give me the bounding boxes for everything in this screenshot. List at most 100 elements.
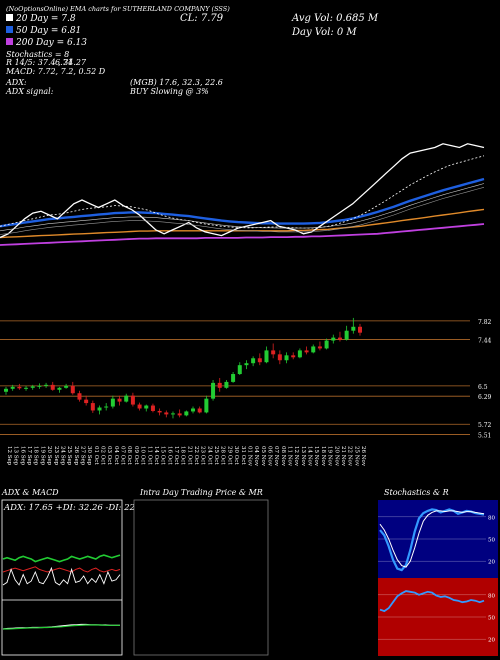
candlestick-chart <box>4 317 362 419</box>
date-tick: 15 Oct <box>160 446 166 465</box>
stochastics-label: Stochastics = 8 <box>6 50 69 59</box>
candle-body <box>17 386 22 389</box>
date-tick: 18 Nov <box>320 446 326 467</box>
ma20-line <box>0 155 485 229</box>
plus_di-line <box>2 554 121 563</box>
date-tick: 12 Sep <box>6 446 12 466</box>
ma200-swatch <box>6 38 13 45</box>
price-level-lines <box>0 320 470 435</box>
ema-overlay <box>0 143 485 246</box>
date-tick: 23 Sep <box>53 446 59 466</box>
date-tick: 18 Sep <box>33 446 39 466</box>
date-tick: 06 Nov <box>266 446 272 467</box>
candle-body <box>90 403 95 411</box>
candle-body <box>344 330 349 340</box>
stochastics-panel-title: Stochastics & R <box>384 488 449 497</box>
candle-body <box>50 384 55 390</box>
candle-body <box>204 398 209 413</box>
adx-line <box>2 566 121 586</box>
date-tick: 17 Sep <box>26 446 32 466</box>
ma50-line <box>0 177 485 228</box>
d-line <box>379 510 485 568</box>
candle-body <box>271 350 276 355</box>
stochastics-value: 6.71 <box>55 58 73 67</box>
candle-body <box>37 385 42 387</box>
adx-panel-title: ADX & MACD <box>1 488 59 497</box>
candle-body <box>244 363 249 366</box>
candle-body <box>217 382 222 388</box>
candle-body <box>104 406 109 408</box>
intraday-panel: Intra Day Trading Price & MR <box>133 488 269 656</box>
date-tick: 20 Nov <box>333 446 339 467</box>
date-tick: 28 Oct <box>220 446 226 465</box>
candle-body <box>184 411 189 416</box>
date-tick: 18 Oct <box>180 446 186 465</box>
candle-body <box>97 407 102 411</box>
date-tick: 25 Nov <box>353 446 359 467</box>
date-tick: 03 Oct <box>106 446 112 465</box>
date-tick: 31 Oct <box>240 446 246 465</box>
candle-body <box>317 346 322 349</box>
adx-values: (MGB) 17.6, 32.3, 22.6 <box>130 78 223 87</box>
ma20-label: 20 Day = 7.8 <box>15 14 76 24</box>
date-tick: 10 Oct <box>140 446 146 465</box>
price-tick: 6.29 <box>478 394 492 401</box>
candle-body <box>137 404 142 409</box>
price-tick: 7.44 <box>478 338 492 345</box>
ma-band-line <box>0 183 485 232</box>
date-tick: 16 Sep <box>19 446 25 466</box>
price-tick: 7.82 <box>478 319 492 326</box>
price-line <box>0 143 485 239</box>
date-tick: 30 Oct <box>233 446 239 465</box>
candle-body <box>251 358 256 364</box>
ma200-label: 200 Day = 6.13 <box>15 38 87 48</box>
candle-body <box>144 405 149 409</box>
candle-body <box>124 395 129 402</box>
date-tick: 17 Oct <box>173 446 179 465</box>
date-tick: 07 Nov <box>273 446 279 467</box>
adx-signal-value: BUY Slowing @ 3% <box>129 87 209 96</box>
candle-body <box>84 399 89 404</box>
date-tick: 22 Oct <box>193 446 199 465</box>
date-tick: 24 Oct <box>206 446 212 465</box>
date-tick: 04 Nov <box>253 446 259 467</box>
date-tick: 12 Nov <box>293 446 299 467</box>
date-tick: 29 Oct <box>226 446 232 465</box>
candle-body <box>24 387 29 389</box>
candle-body <box>70 385 75 394</box>
date-tick: 19 Sep <box>39 446 45 466</box>
minus_di-line <box>2 566 121 573</box>
candle-body <box>304 350 309 353</box>
candle-body <box>164 412 169 415</box>
candle-body <box>331 337 336 341</box>
price-tick: 6.5 <box>478 384 488 391</box>
date-tick: 27 Sep <box>79 446 85 466</box>
date-tick: 24 Sep <box>59 446 65 466</box>
signal-line <box>3 624 120 630</box>
candle-body <box>297 350 302 358</box>
candle-body <box>30 386 35 388</box>
date-tick: 08 Oct <box>126 446 132 465</box>
adx-label: ADX: <box>5 78 27 87</box>
date-tick: 08 Nov <box>280 446 286 467</box>
candle-body <box>224 381 229 388</box>
adx-signal-label: ADX signal: <box>5 87 54 96</box>
date-tick: 02 Oct <box>100 446 106 465</box>
candle-body <box>117 398 122 402</box>
adx-panel-frame <box>1 499 123 656</box>
candle-body <box>130 395 135 405</box>
candle-body <box>337 337 342 340</box>
date-tick: 11 Oct <box>146 446 152 465</box>
date-tick: 14 Oct <box>153 446 159 465</box>
date-tick: 01 Nov <box>246 446 252 467</box>
candle-body <box>237 365 242 375</box>
intraday-panel-title: Intra Day Trading Price & MR <box>139 488 263 497</box>
adx-panel-values: ADX: 17.65 +DI: 32.26 -DI: 22.58 <box>3 503 149 513</box>
stoch-tick: 50 <box>488 616 495 622</box>
date-tick: 15 Nov <box>313 446 319 467</box>
ma50-swatch <box>6 26 13 33</box>
candle-body <box>177 413 182 416</box>
stochastics-panel: Stochastics & R 80 50 20 80 50 20 <box>378 488 498 656</box>
candle-body <box>264 350 269 363</box>
candle-body <box>77 393 82 400</box>
